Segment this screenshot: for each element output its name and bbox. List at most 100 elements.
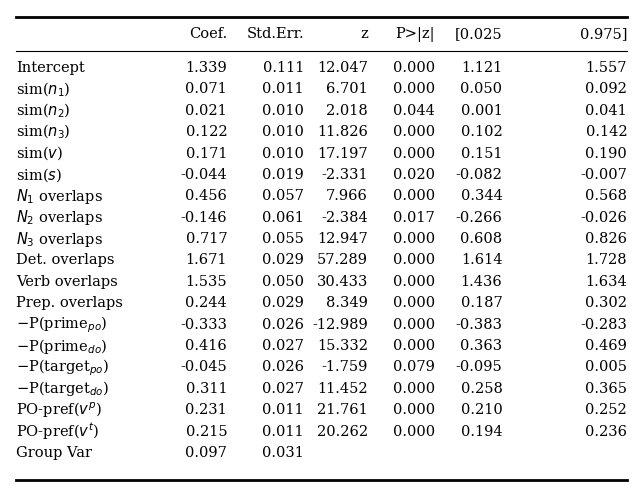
Text: -0.045: -0.045 [180,361,227,374]
Text: 0.000: 0.000 [393,232,435,246]
Text: 0.071: 0.071 [186,83,227,96]
Text: 0.215: 0.215 [186,425,227,438]
Text: 2.018: 2.018 [326,104,368,118]
Text: 0.000: 0.000 [393,254,435,267]
Text: 0.020: 0.020 [393,168,435,182]
Text: 0.011: 0.011 [262,403,304,417]
Text: 1.634: 1.634 [586,275,627,289]
Text: sim($n_3$): sim($n_3$) [16,123,70,141]
Text: 0.079: 0.079 [394,361,435,374]
Text: 17.197: 17.197 [317,147,368,160]
Text: 0.061: 0.061 [262,211,304,225]
Text: -12.989: -12.989 [312,318,368,331]
Text: 1.728: 1.728 [586,254,627,267]
Text: 0.244: 0.244 [186,296,227,310]
Text: 0.000: 0.000 [393,296,435,310]
Text: 0.258: 0.258 [461,382,502,396]
Text: -0.266: -0.266 [456,211,502,225]
Text: 0.092: 0.092 [586,83,627,96]
Text: 0.000: 0.000 [393,318,435,331]
Text: 0.363: 0.363 [460,339,502,353]
Text: 1.671: 1.671 [186,254,227,267]
Text: 0.026: 0.026 [262,361,304,374]
Text: -0.095: -0.095 [456,361,502,374]
Text: 0.027: 0.027 [262,339,304,353]
Text: 0.416: 0.416 [186,339,227,353]
Text: 0.055: 0.055 [262,232,304,246]
Text: Std.Err.: Std.Err. [246,27,304,41]
Text: -0.146: -0.146 [180,211,227,225]
Text: $-$P(target$_{do}$): $-$P(target$_{do}$) [16,379,109,399]
Text: 0.365: 0.365 [585,382,627,396]
Text: Det. overlaps: Det. overlaps [16,254,115,267]
Text: 1.121: 1.121 [461,61,502,75]
Text: sim($n_1$): sim($n_1$) [16,80,70,99]
Text: 7.966: 7.966 [326,190,368,203]
Text: Verb overlaps: Verb overlaps [16,275,118,289]
Text: 1.339: 1.339 [186,61,227,75]
Text: $N_3$ overlaps: $N_3$ overlaps [16,229,103,249]
Text: 0.021: 0.021 [186,104,227,118]
Text: PO-pref($v^p$): PO-pref($v^p$) [16,400,102,420]
Text: 0.975]: 0.975] [580,27,627,41]
Text: 57.289: 57.289 [317,254,368,267]
Text: 0.236: 0.236 [585,425,627,438]
Text: 0.302: 0.302 [585,296,627,310]
Text: 0.005: 0.005 [585,361,627,374]
Text: -0.007: -0.007 [580,168,627,182]
Text: 1.614: 1.614 [461,254,502,267]
Text: 30.433: 30.433 [317,275,368,289]
Text: 0.000: 0.000 [393,425,435,438]
Text: 0.000: 0.000 [393,339,435,353]
Text: 0.311: 0.311 [186,382,227,396]
Text: 20.262: 20.262 [317,425,368,438]
Text: Prep. overlaps: Prep. overlaps [16,296,123,310]
Text: -2.384: -2.384 [321,211,368,225]
Text: 0.456: 0.456 [186,190,227,203]
Text: Group Var: Group Var [16,446,92,460]
Text: 0.826: 0.826 [585,232,627,246]
Text: 0.102: 0.102 [461,125,502,139]
Text: $-$P(prime$_{po}$): $-$P(prime$_{po}$) [16,314,108,335]
Text: sim($n_2$): sim($n_2$) [16,102,70,120]
Text: 1.557: 1.557 [586,61,627,75]
Text: 11.452: 11.452 [317,382,368,396]
Text: 0.026: 0.026 [262,318,304,331]
Text: 21.761: 21.761 [317,403,368,417]
Text: 0.050: 0.050 [460,83,502,96]
Text: Intercept: Intercept [16,61,84,75]
Text: 0.252: 0.252 [586,403,627,417]
Text: PO-pref($v^t$): PO-pref($v^t$) [16,421,99,442]
Text: 15.332: 15.332 [317,339,368,353]
Text: 0.000: 0.000 [393,125,435,139]
Text: sim($v$): sim($v$) [16,145,63,162]
Text: [0.025: [0.025 [455,27,502,41]
Text: 0.017: 0.017 [394,211,435,225]
Text: 0.031: 0.031 [262,446,304,460]
Text: $N_1$ overlaps: $N_1$ overlaps [16,187,103,206]
Text: 11.826: 11.826 [317,125,368,139]
Text: 0.187: 0.187 [461,296,502,310]
Text: 0.011: 0.011 [262,83,304,96]
Text: 0.011: 0.011 [262,425,304,438]
Text: 0.717: 0.717 [186,232,227,246]
Text: 0.010: 0.010 [262,125,304,139]
Text: $-$P(prime$_{do}$): $-$P(prime$_{do}$) [16,336,108,356]
Text: 0.029: 0.029 [262,296,304,310]
Text: -0.283: -0.283 [580,318,627,331]
Text: 1.535: 1.535 [186,275,227,289]
Text: 0.010: 0.010 [262,104,304,118]
Text: P>|z|: P>|z| [396,27,435,41]
Text: -0.383: -0.383 [456,318,502,331]
Text: 0.041: 0.041 [586,104,627,118]
Text: 0.469: 0.469 [586,339,627,353]
Text: 12.047: 12.047 [317,61,368,75]
Text: 0.190: 0.190 [586,147,627,160]
Text: 0.111: 0.111 [262,61,304,75]
Text: 0.057: 0.057 [262,190,304,203]
Text: 0.010: 0.010 [262,147,304,160]
Text: 0.344: 0.344 [461,190,502,203]
Text: -0.333: -0.333 [180,318,227,331]
Text: 0.000: 0.000 [393,275,435,289]
Text: 0.000: 0.000 [393,61,435,75]
